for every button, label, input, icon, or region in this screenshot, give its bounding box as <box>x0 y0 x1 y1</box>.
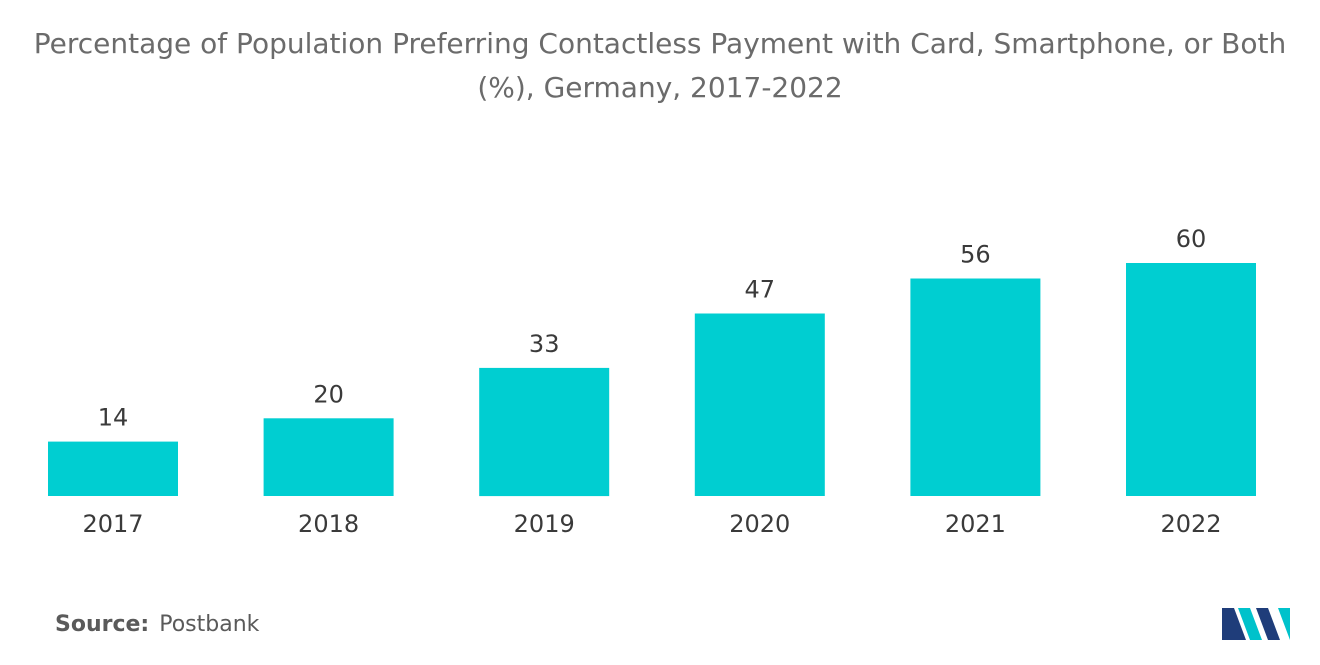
data-label-2019: 33 <box>529 330 560 358</box>
data-label-2020: 47 <box>745 276 776 304</box>
x-tick-label-2022: 2022 <box>1160 510 1221 538</box>
logo-shape-end <box>1278 608 1290 640</box>
source-label: Source: <box>55 612 150 637</box>
data-label-2018: 20 <box>313 380 344 408</box>
bar-2018 <box>263 418 394 496</box>
data-label-2021: 56 <box>960 241 991 269</box>
bar-2022 <box>1126 263 1256 496</box>
bar-2020 <box>694 313 825 496</box>
bar-2019 <box>479 367 610 497</box>
data-label-2022: 60 <box>1176 225 1207 253</box>
data-label-2017: 14 <box>98 404 129 432</box>
x-tick-label-2018: 2018 <box>298 510 359 538</box>
source-value: Postbank <box>159 612 260 637</box>
chart-title: Percentage of Population Preferring Cont… <box>0 22 1320 110</box>
chart-title-line-1: Percentage of Population Preferring Cont… <box>33 27 1287 60</box>
bar-2017 <box>48 441 178 496</box>
chart-title-line-2: (%), Germany, 2017-2022 <box>477 71 843 104</box>
x-tick-label-2021: 2021 <box>945 510 1006 538</box>
brand-logo-icon <box>1222 608 1290 640</box>
source-note: Source: Postbank <box>55 612 259 637</box>
logo-shape-mid <box>1238 608 1262 640</box>
bar-2021 <box>910 278 1041 496</box>
logo-shape-right <box>1256 608 1280 640</box>
logo-shape-left <box>1222 608 1246 640</box>
x-tick-label-2017: 2017 <box>82 510 143 538</box>
x-tick-label-2020: 2020 <box>729 510 790 538</box>
x-tick-label-2019: 2019 <box>514 510 575 538</box>
